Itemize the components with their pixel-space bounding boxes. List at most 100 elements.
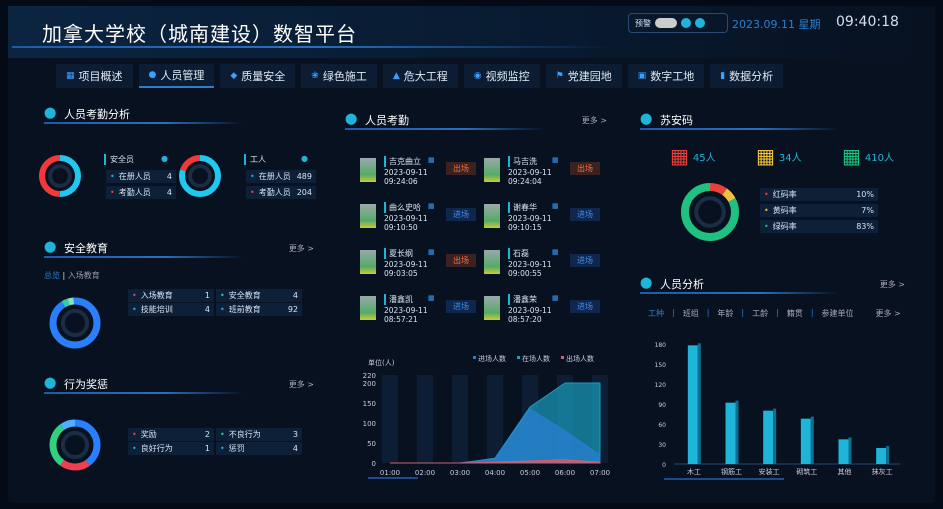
stat-value: 4 (292, 291, 298, 300)
record-datetime: 2023-09-11 09:03:05 (384, 260, 428, 278)
attendance-record[interactable]: 谢春华 ▦ 2023-09-11 09:10:15 进场 (484, 202, 604, 242)
rate-label: 红码率 (772, 190, 797, 199)
avatar (360, 250, 376, 274)
section-underline (44, 256, 244, 258)
personnel-tab[interactable]: 年龄 (717, 309, 734, 318)
attendance-record[interactable]: 石磊 ▦ 2023-09-11 09:00:55 进场 (484, 248, 604, 288)
count-value: 410人 (864, 152, 894, 164)
tabs-more-link[interactable]: 更多 > (875, 309, 901, 318)
ring-core (48, 164, 72, 188)
record-date: 2023-09-11 (384, 306, 428, 315)
status-badge: 出场 (570, 162, 600, 175)
person-name: 石磊 (508, 248, 529, 259)
rate-label: 黄码率 (772, 206, 797, 215)
person-name: 潘鑫凯 (384, 294, 413, 305)
nav-tab[interactable]: ⚑ 党建园地 (545, 64, 622, 88)
y-tick-label: 0 (662, 462, 666, 469)
tab-entry-education[interactable]: 入场教育 (67, 271, 100, 280)
bullet-icon: • (764, 206, 769, 215)
nav-tab[interactable]: ▣ 数字工地 (627, 64, 705, 88)
group-header: 工人 ● (244, 154, 308, 165)
bar (800, 418, 811, 464)
x-tick-label: 其他 (838, 467, 852, 476)
y-tick-label: 220 (363, 372, 376, 380)
nav-tab-label: 党建园地 (567, 70, 612, 83)
avatar (484, 296, 500, 320)
nav-tab[interactable]: ▮ 数据分析 (710, 64, 784, 88)
tab-separator: | (706, 308, 710, 317)
personnel-tab[interactable]: 班组 (682, 309, 699, 318)
x-tick-label: 01:00 (380, 469, 400, 477)
main-nav: ▦ 项目概述 ● 人员管理 ◆ 质量安全 ❀ 绿色施工 ▲ 危大工程 ◉ 视频监控 ⚑ 党建园地 ▣ 数字工地… (56, 64, 784, 88)
legend-label: 进场人数 (478, 354, 506, 363)
bullet-icon: • (250, 188, 255, 197)
person-icon: ● (148, 70, 157, 80)
attendance-record[interactable]: 曲么史哈 ▦ 2023-09-11 09:10:50 进场 (360, 202, 480, 242)
scrollbar[interactable] (368, 477, 418, 479)
x-tick-label: 06:00 (555, 469, 575, 477)
stat-label-wrap: • 入场教育 (132, 290, 173, 301)
power-icon[interactable] (695, 18, 705, 28)
y-tick-label: 150 (655, 362, 667, 369)
record-datetime: 2023-09-11 08:57:20 (508, 306, 552, 324)
more-link[interactable]: 更多 > (288, 380, 314, 389)
more-link[interactable]: 更多 > (581, 116, 607, 125)
record-time: 08:57:21 (384, 315, 418, 324)
alert-label: 预警 (635, 18, 651, 28)
personnel-tab[interactable]: 工种 (648, 309, 664, 318)
avatar (484, 158, 500, 182)
rate-value: 83% (856, 222, 874, 231)
person-name: 潘鑫荣 (508, 294, 537, 305)
alert-toggle[interactable] (655, 18, 677, 28)
bullet-icon: • (110, 172, 115, 181)
worker-ring (179, 155, 221, 197)
nav-tab[interactable]: ▦ 项目概述 (56, 64, 133, 88)
scrollbar[interactable] (664, 478, 784, 480)
person-icon: ● (301, 154, 308, 163)
attendance-record[interactable]: 吉克曲立 ▦ 2023-09-11 09:24:06 出场 (360, 156, 480, 196)
header-divider (12, 46, 612, 48)
nav-tab-label: 项目概述 (78, 70, 123, 83)
stat-value: 4 (166, 172, 172, 181)
attendance-record[interactable]: 马吉洗 ▦ 2023-09-11 09:24:04 出场 (484, 156, 604, 196)
shield-icon: ◆ (230, 71, 238, 81)
tab-overview[interactable]: 总览 (44, 271, 60, 280)
more-link[interactable]: 更多 > (288, 244, 314, 253)
personnel-tab[interactable]: 籍贯 (786, 309, 803, 318)
x-tick-label: 抹灰工 (872, 467, 893, 476)
ring-segment (681, 183, 739, 241)
y-tick-label: 60 (658, 422, 666, 429)
stat-label-wrap: • 在册人员 (110, 171, 151, 182)
record-datetime: 2023-09-11 09:10:15 (508, 214, 552, 232)
nav-tab[interactable]: ● 人员管理 (138, 64, 215, 88)
stat-label-wrap: • 惩罚 (220, 443, 245, 454)
nav-tab[interactable]: ◉ 视频监控 (463, 64, 540, 88)
nav-tab[interactable]: ❀ 绿色施工 (301, 64, 377, 88)
attendance-record[interactable]: 潘鑫凯 ▦ 2023-09-11 08:57:21 进场 (360, 294, 480, 334)
bar-side (848, 437, 852, 464)
stat-label: 在册人员 (118, 172, 151, 181)
attendance-record[interactable]: 夏长纲 ▦ 2023-09-11 09:03:05 出场 (360, 248, 480, 288)
bar (763, 410, 774, 464)
settings-icon[interactable] (681, 18, 691, 28)
alert-control: 预警 (628, 13, 728, 33)
personnel-tab[interactable]: 工龄 (752, 309, 769, 318)
avatar (360, 158, 376, 182)
stat-row: • 在册人员 489 (246, 170, 316, 183)
stat-label: 考勤人员 (258, 188, 291, 197)
stat-label-wrap: • 班前教育 (220, 304, 261, 315)
bar (687, 345, 698, 464)
attendance-record[interactable]: 潘鑫荣 ▦ 2023-09-11 08:57:20 进场 (484, 294, 604, 334)
nav-tab[interactable]: ◆ 质量安全 (220, 64, 296, 88)
leaf-icon: ❀ (311, 71, 319, 81)
section-title: 人员考勤 (365, 114, 409, 127)
stat-label: 奖励 (140, 430, 157, 439)
more-link[interactable]: 更多 > (879, 280, 905, 289)
stat-row: • 考勤人员 4 (106, 186, 176, 199)
person-name: 夏长纲 (384, 248, 413, 259)
rate-value: 7% (861, 206, 874, 215)
personnel-tab[interactable]: 参建单位 (821, 309, 854, 318)
status-badge: 进场 (446, 208, 476, 221)
nav-tab[interactable]: ▲ 危大工程 (382, 64, 458, 88)
column-band (452, 375, 468, 463)
